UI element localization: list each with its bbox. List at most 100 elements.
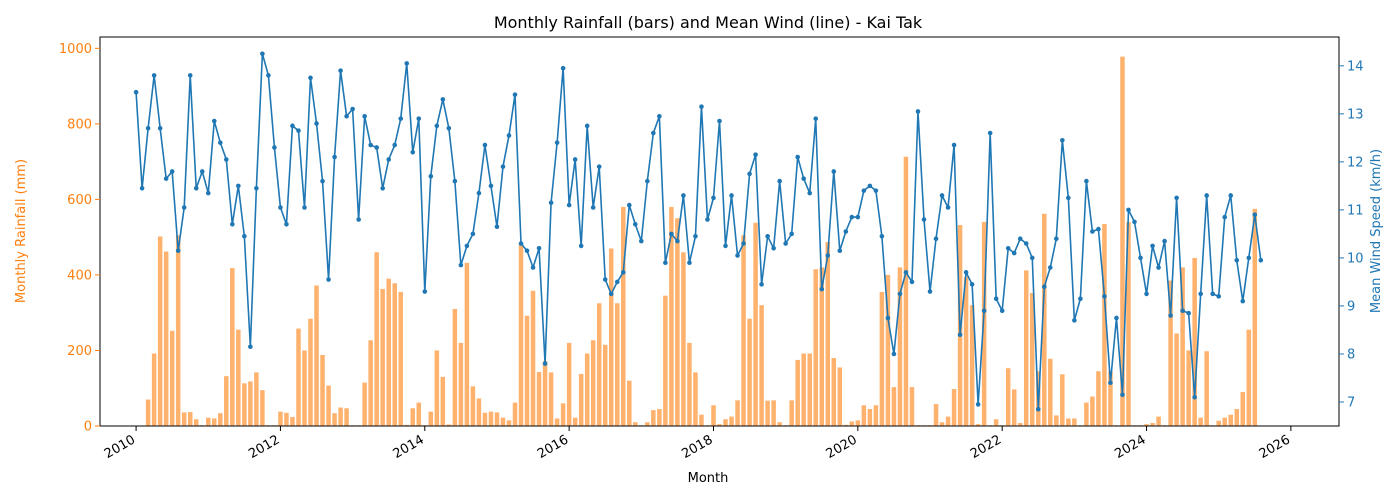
rainfall-bar [536,371,542,426]
left-y-tick-label: 0 [84,420,92,435]
rainfall-bar [554,418,560,426]
rainfall-bar [482,412,488,426]
wind-point [699,104,704,109]
wind-point [1102,294,1107,299]
wind-point [230,222,235,227]
x-tick-label: 2020 [824,432,860,462]
rainfall-bar [254,372,259,426]
wind-point [163,176,169,181]
rainfall-bar [440,376,446,426]
rainfall-bar [302,350,307,426]
wind-point [1186,310,1191,316]
x-tick-label: 2018 [679,432,715,462]
rainfall-bar [326,385,331,426]
wind-point [205,190,211,196]
rainfall-bar [284,412,289,426]
rainfall-bar [669,206,674,426]
rainfall-bar [891,387,897,426]
rainfall-bar [675,218,680,426]
wind-point [1126,207,1131,213]
chart-title: Monthly Rainfall (bars) and Mean Wind (l… [494,13,923,32]
rainfall-bar [260,390,265,426]
rainfall-bar [807,353,812,426]
x-tick-label: 2012 [246,432,282,462]
wind-point [344,113,349,119]
wind-point [151,73,157,78]
rainfall-bar [963,276,969,426]
rainfall-bar [446,424,452,426]
wind-point [939,193,945,198]
rainfall-bar [548,372,554,426]
wind-point [416,116,422,121]
rainfall-bar [157,236,163,426]
wind-point [777,178,782,184]
rainfall-bar [181,412,187,426]
right-y-tick-label: 10 [1347,251,1364,266]
wind-point [843,229,849,234]
left-y-tick-label: 600 [67,193,92,208]
rainfall-bar [362,382,367,426]
wind-point [602,277,608,282]
wind-point [945,205,951,210]
wind-point [578,243,584,249]
left-y-tick-label: 200 [67,344,92,359]
wind-point [837,248,843,254]
rainfall-bar [1186,350,1191,426]
rainfall-bar [1150,422,1155,426]
wind-point [1029,255,1035,261]
wind-series-line [135,53,1262,410]
rainfall-bar [867,409,873,426]
wind-point [1096,226,1101,232]
wind-point [1060,137,1065,143]
wind-point [446,125,452,131]
wind-point [819,286,825,292]
wind-point [1192,394,1197,400]
rainfall-bar [332,413,337,426]
left-y-tick-label: 800 [67,117,92,132]
wind-point [1168,313,1173,318]
rainfall-bar [236,329,241,426]
x-tick-label: 2014 [391,432,427,462]
rainfall-bar [1054,415,1059,426]
rainfall-bar [861,405,867,426]
rainfall-bar [975,424,981,426]
right-y-tick-label: 8 [1347,347,1355,362]
wind-point [145,125,151,131]
rainfall-bar [747,318,752,426]
rainfall-bar [1198,417,1203,426]
rainfall-bar [939,422,945,426]
wind-point [302,205,307,210]
wind-point [566,202,572,208]
rainfall-bar [789,400,794,426]
rainfall-bar [175,235,181,426]
wind-point [199,169,205,174]
right-y-tick-label: 14 [1347,59,1364,74]
wind-point [169,169,175,174]
wind-point [825,253,831,258]
rainfall-bar [1060,374,1065,426]
wind-point [867,183,873,189]
wind-point [620,270,626,275]
rainfall-bar [1030,293,1035,426]
wind-point [584,123,590,129]
rainfall-bar [981,222,987,426]
rainfall-bar [771,400,776,426]
wind-point [1150,243,1155,249]
wind-point [536,246,542,251]
rainfall-bar [314,285,319,426]
rainfall-bar [813,269,818,426]
rainfall-bar [681,252,686,426]
wind-point [440,97,446,102]
rainfall-bar [1102,223,1107,426]
wind-point [849,214,855,220]
wind-point [518,241,524,246]
wind-point [500,164,506,169]
rainfall-bar [879,291,885,426]
wind-point [254,185,259,191]
wind-point [1132,219,1137,225]
rainfall-bar [500,417,506,426]
rainfall-bar [621,206,626,426]
wind-point [326,277,331,282]
wind-point [975,402,981,407]
rainfall-bar [1048,358,1053,426]
